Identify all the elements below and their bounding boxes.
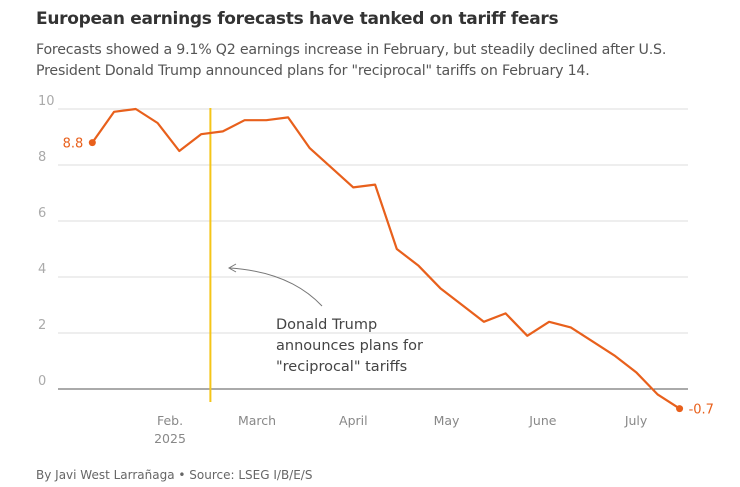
- event-annotation: "reciprocal" tariffs: [276, 359, 407, 375]
- event-annotation: announces plans for: [276, 338, 423, 354]
- chart-title: European earnings forecasts have tanked …: [36, 9, 559, 29]
- y-tick-label: 6: [38, 206, 46, 221]
- chart-subtitle: Forecasts showed a 9.1% Q2 earnings incr…: [36, 42, 667, 79]
- x-tick-label: 2025: [154, 431, 186, 446]
- y-tick-label: 10: [38, 94, 55, 109]
- y-tick-label: 4: [38, 262, 46, 277]
- x-tick-label: Feb.: [157, 413, 183, 428]
- x-tick-label: April: [339, 413, 368, 428]
- y-tick-label: 2: [38, 318, 46, 333]
- x-tick-label: July: [624, 413, 648, 428]
- start-label: 8.8: [63, 137, 84, 152]
- arrowhead-icon: [227, 263, 237, 273]
- x-tick-label: May: [434, 413, 460, 428]
- y-tick-label: 8: [38, 150, 46, 165]
- end-point: [676, 405, 684, 413]
- event-annotation: Donald Trump: [276, 317, 377, 333]
- annotation-arrow: [229, 267, 323, 307]
- series-line: [91, 107, 681, 410]
- footer-source: By Javi West Larrañaga • Source: LSEG I/…: [36, 468, 313, 482]
- start-point: [88, 139, 96, 147]
- y-tick-label: 0: [38, 374, 46, 389]
- x-tick-label: June: [528, 413, 557, 428]
- end-label: -0.7: [689, 403, 714, 418]
- x-tick-label: March: [238, 413, 276, 428]
